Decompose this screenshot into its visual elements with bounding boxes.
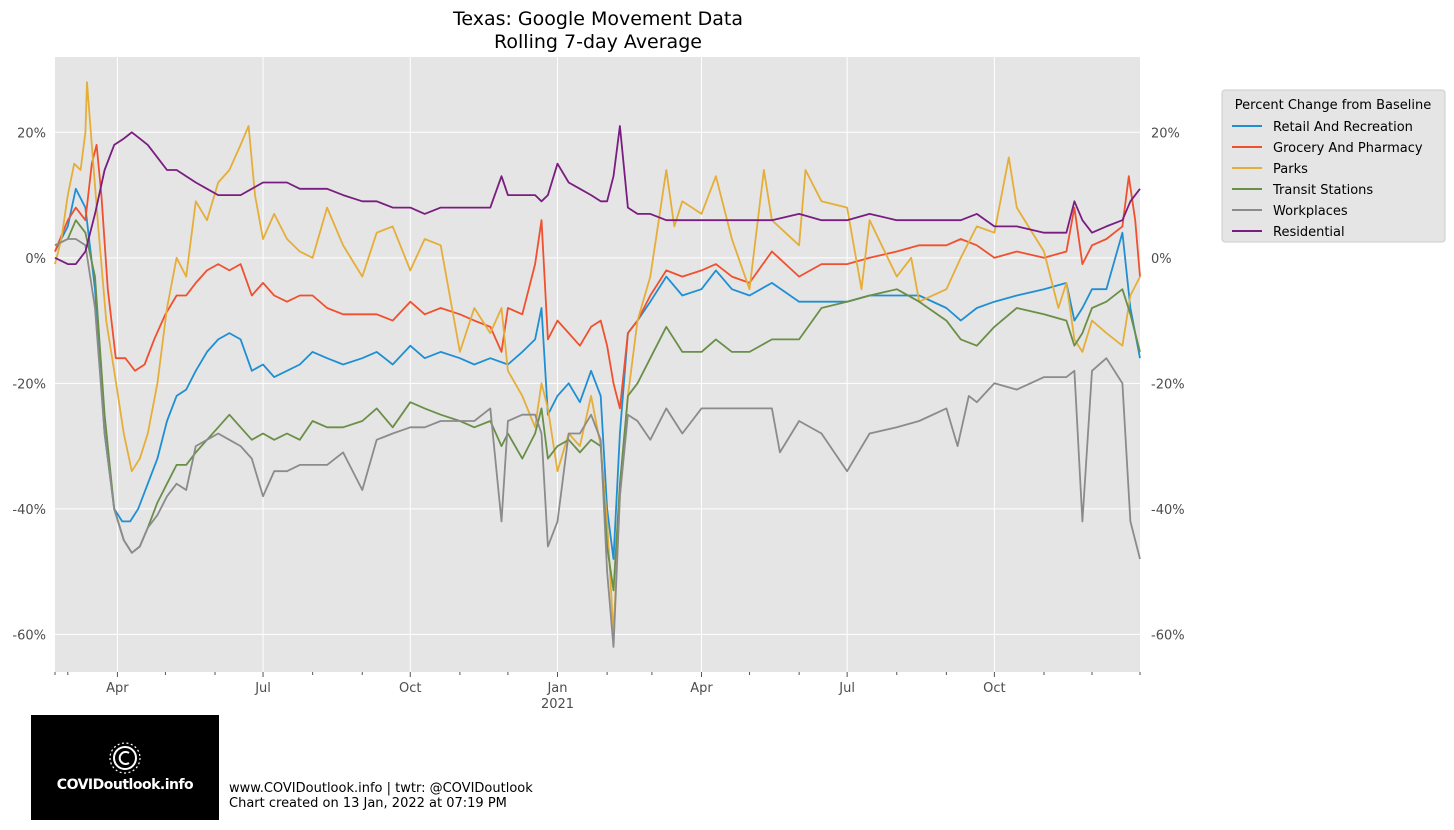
credit-line-1: www.COVIDoutlook.info | twtr: @COVIDoutl… [229,781,533,796]
axes: 20% 20% 0% 0% -20% -20% -40% -40% -60% -60% Apr Jul… [12,126,1184,712]
legend-entry: Retail And Recreation [1273,120,1413,135]
y-tick-label-right: -20% [1151,377,1185,392]
legend-items: Retail And Recreation Grocery And Pharmac… [1232,120,1423,240]
legend-entry: Grocery And Pharmacy [1273,141,1423,156]
grid [55,57,1140,672]
legend-entry: Workplaces [1273,204,1348,219]
x-tick-label: Apr [106,681,129,696]
series-line-parks [54,81,1141,636]
y-tick-label-left: 0% [25,252,46,267]
credit-line-2: Chart created on 13 Jan, 2022 at 07:19 P… [229,796,507,811]
chart-title: Texas: Google Movement Data [452,8,743,30]
x-tick-label: Jul [254,681,271,696]
series-lines [54,81,1141,648]
y-tick-label-left: 20% [17,126,46,141]
legend-entry: Parks [1273,162,1308,177]
series-line-grocery-and-pharmacy [54,144,1141,410]
x-tick-label: Oct [983,681,1005,696]
virus-icon [109,742,141,774]
series-line-residential [54,125,1141,265]
legend-title: Percent Change from Baseline [1235,98,1431,113]
y-tick-label-right: -40% [1151,503,1185,518]
x-tick-label: Jan [546,681,567,696]
logo-text: COVIDoutlook.info [56,777,194,793]
x-tick-label: Oct [399,681,421,696]
chart-subtitle: Rolling 7-day Average [494,31,702,53]
series-line-retail-and-recreation [54,187,1141,560]
legend-box [1221,89,1446,243]
x-year-label: 2021 [541,697,574,712]
x-tick-label: Jul [838,681,855,696]
logo: COVIDoutlook.info [31,715,219,820]
y-tick-label-left: -20% [12,377,46,392]
legend-entry: Residential [1273,225,1345,240]
series-line-workplaces [54,238,1141,648]
x-tick-label: Apr [690,681,713,696]
credits: www.COVIDoutlook.info | twtr: @COVIDoutl… [229,781,533,811]
legend: Percent Change from Baseline Retail And … [1221,89,1446,243]
y-tick-label-left: -40% [12,503,46,518]
y-tick-label-left: -60% [12,628,46,643]
y-tick-label-right: -60% [1151,628,1185,643]
series-line-transit-stations [54,219,1141,592]
legend-entry: Transit Stations [1272,183,1373,198]
plot-area [55,57,1140,672]
y-tick-label-right: 0% [1151,252,1172,267]
y-tick-label-right: 20% [1151,126,1180,141]
